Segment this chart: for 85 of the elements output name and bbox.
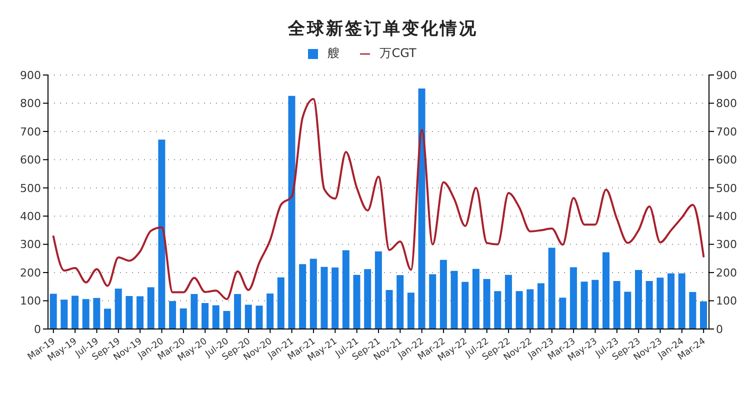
bar [537,283,544,329]
bar [202,303,209,329]
y2-tick-label: 600 [716,154,737,167]
bar [244,304,252,329]
bar [50,294,57,329]
bar [634,270,642,329]
chart-title: 全球新签订单变化情况 [288,19,478,39]
bar [256,306,263,329]
bar [332,267,339,329]
bar [548,248,556,329]
y-tick-label: 200 [20,266,41,280]
bar [504,274,512,329]
bar [158,140,166,329]
bar [60,300,68,329]
bar [396,275,404,329]
bar [342,250,350,329]
bar [104,308,112,329]
y2-tick-label: 0 [716,322,723,336]
y2-tick-label: 900 [716,68,737,82]
legend-label: 万CGT [380,46,416,60]
bar [570,267,577,329]
bar [580,282,588,329]
legend-label: 艘 [328,46,340,60]
bar [114,288,122,329]
bar [266,293,274,329]
y-tick-label: 0 [34,322,41,336]
y-tick-label: 700 [20,125,41,138]
bar [678,273,686,329]
y-tick-label: 100 [20,294,41,308]
bar [190,294,198,329]
bar [483,279,490,329]
y2-tick-label: 300 [716,238,737,252]
bar [299,264,306,329]
bar [526,289,534,329]
bar [234,294,242,329]
bar [624,292,632,329]
bar [613,281,620,329]
bar [93,298,100,329]
bar [516,291,523,329]
y2-tick-label: 200 [716,266,737,280]
bar [277,277,284,329]
y2-tick-label: 400 [716,210,737,224]
bar [310,258,317,329]
bar [288,96,296,329]
bar [169,301,176,329]
bar [386,290,393,329]
bar [429,274,436,329]
bar [646,281,653,329]
bar [353,274,360,329]
y2-tick-label: 800 [716,97,737,110]
bar [136,296,144,329]
bar [407,292,414,329]
bar [494,291,502,329]
bar [450,270,458,329]
bar [602,252,610,329]
bar [559,298,566,329]
bar [440,260,447,329]
bar [656,278,664,329]
y-tick-label: 600 [20,154,41,167]
bar [223,310,230,329]
bar [126,296,133,329]
bar [82,299,90,329]
y-tick-label: 400 [20,210,41,224]
y-tick-label: 900 [20,68,41,82]
y2-tick-label: 100 [716,294,737,308]
bar [689,292,696,329]
bar [700,301,708,329]
bar [418,88,426,329]
bar [72,296,79,329]
bar [364,269,372,329]
y2-tick-label: 700 [716,125,737,138]
y-tick-label: 300 [20,238,41,252]
bar [462,282,469,329]
bar [374,251,382,329]
bar [668,273,674,329]
bar [212,305,220,329]
bar [592,280,599,329]
y2-tick-label: 500 [716,182,737,195]
y-tick-label: 800 [20,97,41,110]
bar [320,266,328,329]
bar [472,268,480,329]
line-series [52,98,705,300]
y-tick-label: 500 [20,182,41,195]
bar [147,287,154,329]
bar [180,308,187,329]
